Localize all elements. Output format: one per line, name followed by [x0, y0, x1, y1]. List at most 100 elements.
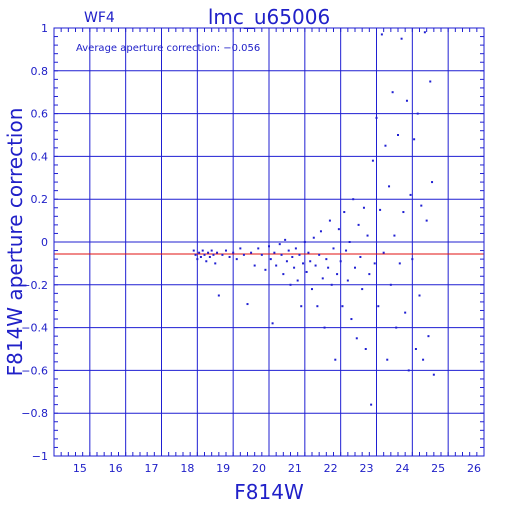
x-tick-label: 17 [145, 462, 159, 475]
data-point [355, 337, 358, 340]
data-point [207, 251, 210, 254]
data-point [431, 181, 434, 184]
y-tick-label: 0.8 [31, 65, 49, 78]
x-tick-label: 24 [395, 462, 409, 475]
x-tick-label: 22 [324, 462, 338, 475]
data-point [354, 266, 356, 269]
data-point [268, 245, 270, 248]
data-point [293, 266, 296, 269]
data-point [242, 253, 245, 256]
data-point [278, 243, 281, 246]
data-point [321, 277, 324, 280]
data-point [319, 230, 322, 233]
data-point [422, 358, 425, 361]
x-tick-label: 23 [360, 462, 374, 475]
data-point [397, 134, 399, 136]
data-point [336, 273, 339, 276]
data-point [208, 255, 211, 258]
data-point [303, 241, 306, 243]
data-point [291, 255, 294, 258]
y-axis-label: F814W aperture correction [3, 108, 27, 377]
data-point [282, 273, 285, 276]
data-point [253, 264, 256, 267]
data-point [395, 326, 398, 329]
data-point [210, 249, 213, 252]
x-tick-label: 16 [109, 462, 123, 475]
data-point [228, 255, 231, 258]
data-point [264, 268, 267, 271]
data-point [217, 294, 220, 297]
data-point [359, 255, 362, 258]
data-point [216, 251, 219, 254]
data-point [345, 249, 348, 252]
data-point [339, 260, 342, 263]
data-point [341, 305, 344, 308]
data-point [194, 253, 197, 256]
data-point [318, 253, 321, 256]
data-point [377, 305, 380, 308]
data-point [379, 208, 382, 211]
chart-title: lmc_u65006 [208, 5, 330, 29]
data-point [400, 37, 403, 40]
data-point [257, 247, 260, 250]
data-point [425, 219, 428, 222]
data-point [343, 211, 346, 214]
plot-frame [53, 27, 485, 457]
y-tick-label: 0.2 [31, 193, 49, 206]
data-point [418, 294, 421, 297]
data-point [192, 249, 195, 252]
data-point [370, 403, 373, 406]
data-point [364, 348, 367, 350]
data-point [316, 305, 319, 308]
data-point [201, 249, 204, 252]
data-point [296, 279, 299, 282]
y-tick-label: 0.6 [31, 108, 49, 121]
data-point [212, 253, 215, 256]
data-point [273, 251, 276, 254]
x-tick-label: 19 [216, 462, 230, 475]
corner-label: WF4 [84, 10, 115, 26]
data-point [214, 262, 217, 265]
data-point [398, 262, 401, 265]
data-point [287, 249, 290, 252]
y-tick-labels: −1 −0.8 −0.6 −0.4 −0.2 0 0.2 0.4 0.6 0.8 1 [21, 22, 48, 463]
data-point [432, 373, 435, 376]
data-point [275, 264, 278, 267]
data-point [382, 251, 385, 254]
data-point [348, 241, 351, 243]
data-point [323, 326, 326, 329]
data-point [307, 251, 310, 254]
data-point [285, 260, 288, 263]
data-point [225, 249, 227, 252]
data-point [405, 99, 408, 102]
data-point [371, 159, 374, 162]
data-point [311, 288, 313, 291]
x-tick-label: 18 [180, 462, 194, 475]
data-point [309, 260, 312, 263]
data-point [205, 260, 208, 263]
data-point [246, 303, 249, 306]
data-points [192, 31, 435, 406]
data-point [388, 185, 391, 188]
data-point [196, 258, 199, 261]
data-point [232, 251, 235, 254]
data-point [337, 228, 340, 231]
data-point [250, 251, 253, 254]
y-tick-label: 1 [41, 22, 48, 35]
data-point [330, 283, 333, 286]
data-point [327, 266, 330, 269]
data-point [357, 223, 360, 226]
data-point [375, 116, 378, 119]
data-point [427, 335, 430, 338]
data-point [298, 253, 301, 256]
data-point [314, 264, 317, 267]
data-point [429, 80, 432, 83]
data-point [280, 253, 283, 256]
data-point [362, 206, 365, 209]
data-point [300, 305, 303, 308]
data-point [312, 236, 315, 239]
data-point [423, 31, 426, 34]
data-point [380, 33, 383, 36]
x-tick-label: 15 [73, 462, 87, 475]
